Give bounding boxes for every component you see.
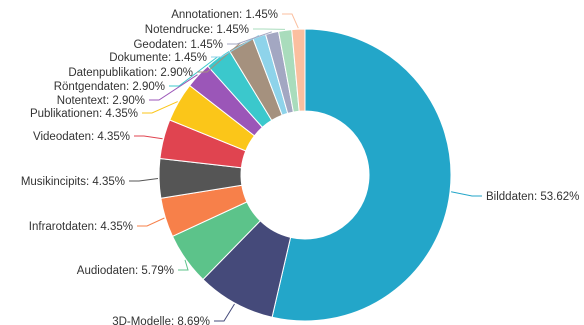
donut-slices xyxy=(158,28,452,322)
label-infrarotdaten: Infrarotdaten: 4.35% xyxy=(29,221,133,233)
slice-labels: Bilddaten: 53.62% 3D-Modelle: 8.69% Audiod… xyxy=(21,9,580,325)
label-annotationen: Annotationen: 1.45% xyxy=(171,9,278,21)
label-videodaten: Videodaten: 4.35% xyxy=(33,131,130,143)
label-bilddaten: Bilddaten: 53.62% xyxy=(486,191,579,203)
label-audiodaten: Audiodaten: 5.79% xyxy=(77,265,174,277)
connector-3d-modelle xyxy=(214,303,235,322)
label-roentgendaten: Röntgendaten: 2.90% xyxy=(54,81,165,93)
connector-infrarotdaten xyxy=(137,217,165,227)
label-notendrucke: Notendrucke: 1.45% xyxy=(145,24,249,36)
connector-dokumente xyxy=(211,34,260,58)
label-publikationen: Publikationen: 4.35% xyxy=(30,108,138,120)
connector-musikincipits xyxy=(129,178,159,182)
connector-bilddaten xyxy=(450,191,482,197)
connector-videodaten xyxy=(134,135,163,140)
connector-geodaten xyxy=(227,31,272,45)
label-geodaten: Geodaten: 1.45% xyxy=(133,39,223,51)
connector-publikationen xyxy=(142,101,178,114)
label-dokumente: Dokumente: 1.45% xyxy=(109,52,207,64)
connector-roentgendaten xyxy=(169,56,218,87)
connector-annotationen xyxy=(282,13,299,29)
slice-bilddaten[interactable] xyxy=(271,28,452,322)
label-datenpublikation: Datenpublikation: 2.90% xyxy=(68,67,193,79)
label-3d-modelle: 3D-Modelle: 8.69% xyxy=(112,316,210,325)
connector-audiodaten xyxy=(178,259,189,271)
label-musikincipits: Musikincipits: 4.35% xyxy=(21,176,125,188)
label-notentext: Notentext: 2.90% xyxy=(57,95,145,107)
connector-notentext xyxy=(149,74,198,101)
slice-annotationen[interactable] xyxy=(291,28,306,112)
